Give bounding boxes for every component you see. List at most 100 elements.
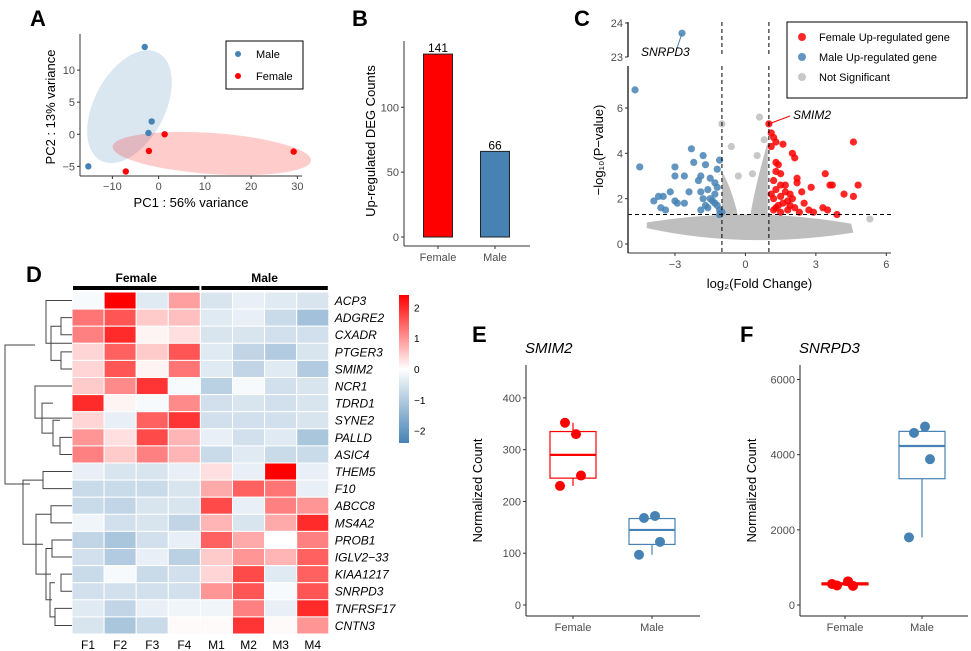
male-gene-point <box>715 156 724 164</box>
x-tick-label: Female <box>420 252 457 264</box>
heatmap-cell <box>199 325 233 344</box>
male-gene-point <box>701 161 710 169</box>
heatmap-cell <box>264 428 298 447</box>
x-tick-label: Female <box>827 622 864 634</box>
heatmap-cell <box>232 548 266 567</box>
not-significant-cloud <box>721 171 739 217</box>
y-tick-label: 4000 <box>771 450 795 462</box>
heatmap-cell <box>103 308 137 327</box>
heatmap-cell <box>135 530 169 550</box>
heatmap-cell <box>264 359 298 378</box>
heatmap-cell <box>103 359 137 378</box>
colorbar-tick-label: 0 <box>414 365 420 376</box>
dendrogram-branch <box>22 479 43 545</box>
x-tick-label: 0 <box>156 181 162 193</box>
heatmap-cell <box>296 377 330 396</box>
column-label: M3 <box>272 638 289 651</box>
heatmap-cell <box>264 308 298 327</box>
heatmap-cell <box>199 479 233 498</box>
male-gene-point <box>659 192 667 200</box>
ns-gene-point <box>755 113 764 121</box>
heatmap-cell <box>199 359 233 378</box>
heatmap-cell <box>71 377 105 396</box>
y-axis-title: PC2 : 13% variance <box>43 50 58 165</box>
row-label: SYNE2 <box>335 414 375 428</box>
legend-label-female: Female <box>256 71 293 83</box>
heatmap-cell <box>71 411 105 430</box>
heatmap-cell <box>103 599 137 618</box>
heatmap-cell <box>103 496 137 515</box>
male-gene-point <box>666 188 674 196</box>
colorbar-tick-label: −1 <box>414 396 426 407</box>
y-tick-label: 300 <box>503 445 521 457</box>
x-tick-label: −10 <box>103 181 122 193</box>
heatmap-cell <box>103 445 137 464</box>
heatmap-cell <box>232 462 266 481</box>
female-gene-point <box>786 201 794 210</box>
heatmap-cell <box>199 565 233 584</box>
heatmap-cell <box>199 428 233 447</box>
heatmap-cell <box>103 565 137 584</box>
colorbar-tick-label: −2 <box>414 427 426 438</box>
row-label: TNFRSF17 <box>335 602 397 616</box>
heatmap-cell <box>264 565 298 584</box>
heatmap-cell <box>103 530 137 550</box>
heatmap-cell <box>296 530 330 550</box>
heatmap-cell <box>167 428 201 447</box>
heatmap-cell <box>71 582 105 601</box>
male-gene-point <box>671 163 679 171</box>
y-tick-label: 200 <box>503 496 521 508</box>
heatmap-cell <box>71 308 105 327</box>
legend-label-male: Male <box>256 49 280 61</box>
x-tick-label: Female <box>555 622 592 634</box>
heatmap-cell <box>167 565 201 584</box>
male-gene-point <box>706 174 714 182</box>
heatmap-cell <box>296 496 330 515</box>
y-axis-title: Up-regulated DEG Counts <box>363 65 378 217</box>
row-label: PROB1 <box>335 533 376 547</box>
heatmap-cell <box>232 411 266 430</box>
heatmap-cell <box>167 394 201 413</box>
data-point-male <box>904 532 914 543</box>
heatmap-cell <box>135 394 169 413</box>
dendrogram-branch <box>45 300 72 344</box>
heatmap-cell <box>135 325 169 344</box>
row-label: THEM5 <box>335 465 376 479</box>
heatmap-cell <box>264 616 298 635</box>
male-gene-point <box>704 204 712 212</box>
heatmap-cell <box>167 530 201 550</box>
pca-point-female <box>161 131 168 138</box>
heatmap-cell <box>232 325 266 344</box>
data-point-female <box>560 417 570 428</box>
heatmap-cell <box>199 308 233 327</box>
ns-gene-point <box>760 136 768 144</box>
heatmap-cell <box>296 359 330 378</box>
heatmap-cell <box>135 411 169 430</box>
column-label: M1 <box>208 638 225 651</box>
dendrogram-branch <box>60 317 72 336</box>
heatmap-cell <box>232 377 266 396</box>
pca-plot: −10 0 10 20 30 −5 0 5 10 PC1 : 56% variance PC2 : … <box>43 34 312 210</box>
female-gene-point <box>849 192 858 200</box>
heatmap-cell <box>71 479 105 498</box>
heatmap-cell <box>264 496 298 515</box>
legend-key <box>798 73 806 81</box>
heatmap-cell <box>199 462 233 481</box>
heatmap-cell <box>264 599 298 618</box>
panel-letter-e: E <box>472 322 487 347</box>
dendrogram-branch <box>59 436 72 455</box>
heatmap-cell <box>296 479 330 498</box>
pca-point-male <box>145 129 152 137</box>
y-tick-label: 0 <box>69 129 75 141</box>
boxplot-snrpd3: Female Male 0 2000 4000 6000 SNRPD3 Normalized … <box>744 340 968 634</box>
male-gene-point <box>680 199 688 207</box>
bar-value-label: 141 <box>428 41 448 55</box>
heatmap-cell <box>167 342 201 361</box>
annotation-smim2: SMIM2 <box>793 108 831 122</box>
heatmap-cell <box>103 479 137 498</box>
heatmap-cell <box>135 513 169 532</box>
y-tick-label: 0 <box>515 600 521 612</box>
male-gene-point <box>661 206 670 214</box>
boxplot-smim2: Female Male 0 100 200 300 400 SMIM2 Normalized C… <box>470 340 700 634</box>
legend-key-male <box>235 51 241 57</box>
